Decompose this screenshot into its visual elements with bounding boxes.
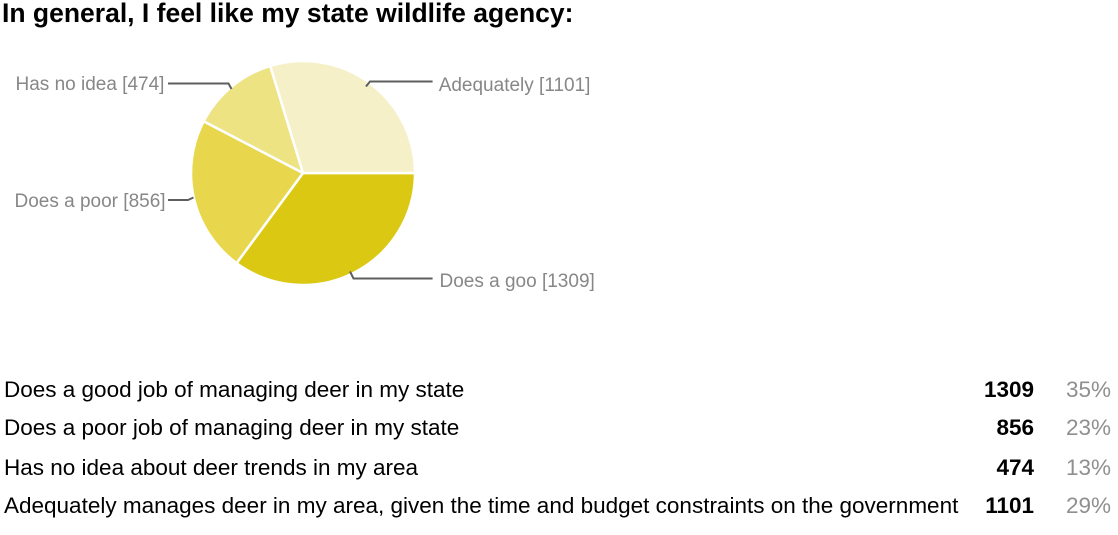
svg-text:Has no idea [474]: Has no idea [474] — [16, 74, 165, 95]
svg-text:Does a poor [856]: Does a poor [856] — [15, 191, 166, 212]
svg-text:Adequately [1101]: Adequately [1101] — [439, 75, 591, 96]
svg-text:Does a goo [1309]: Does a goo [1309] — [440, 271, 595, 292]
